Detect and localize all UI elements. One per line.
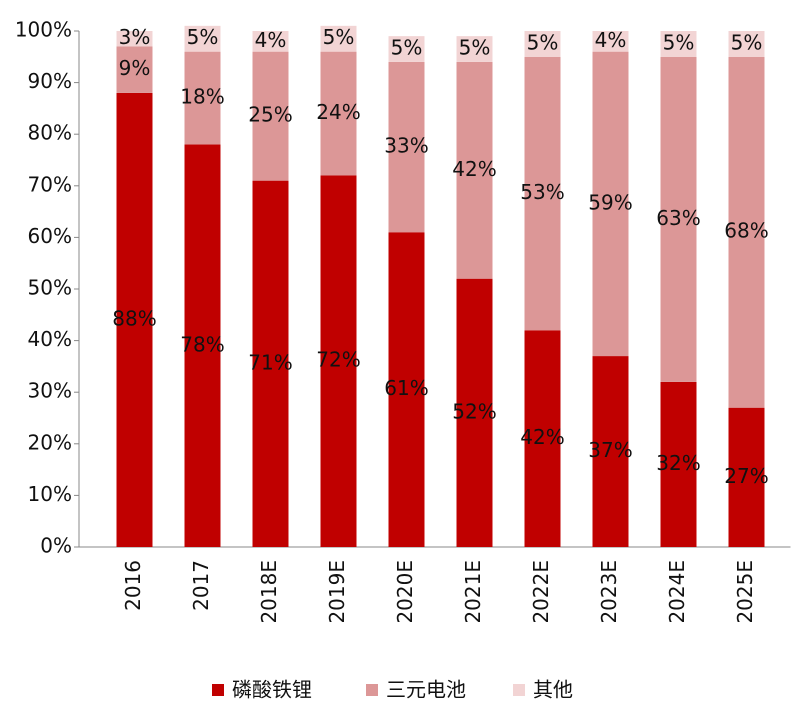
bar-segment xyxy=(660,31,697,57)
value-label: 3% xyxy=(119,25,151,49)
value-label: 72% xyxy=(316,348,360,372)
value-label: 5% xyxy=(731,30,763,54)
bar-segment xyxy=(184,144,221,547)
y-tick-label: 40% xyxy=(28,327,72,351)
value-label: 32% xyxy=(656,451,700,475)
x-tick-label: 2023E xyxy=(597,560,621,624)
value-label: 42% xyxy=(520,425,564,449)
value-label: 52% xyxy=(452,399,496,423)
bar-segment xyxy=(388,232,425,548)
bar-segment xyxy=(184,51,221,145)
y-tick-label: 30% xyxy=(28,379,72,403)
value-label: 27% xyxy=(724,464,768,488)
value-label: 5% xyxy=(323,25,355,49)
bar-segment xyxy=(524,56,561,331)
bar-segment xyxy=(456,61,493,279)
value-label: 33% xyxy=(384,134,428,158)
value-label: 5% xyxy=(391,36,423,60)
bar-segment xyxy=(252,51,289,181)
bar-segment xyxy=(116,46,153,93)
legend-label: 磷酸铁锂 xyxy=(232,678,312,702)
bar-segment xyxy=(660,56,697,382)
bar-segment xyxy=(728,31,765,57)
value-label: 61% xyxy=(384,376,428,400)
value-label: 4% xyxy=(595,28,627,52)
y-tick-label: 80% xyxy=(28,121,72,145)
bar-segment xyxy=(592,31,629,52)
value-label: 37% xyxy=(588,438,632,462)
value-label: 9% xyxy=(119,56,151,80)
y-tick-label: 10% xyxy=(28,482,72,506)
bar-segment xyxy=(388,61,425,233)
value-label: 18% xyxy=(180,85,224,109)
x-tick-label: 2025E xyxy=(733,560,757,624)
y-tick-label: 70% xyxy=(28,172,72,196)
legend-label: 其他 xyxy=(533,678,573,702)
bar-segment xyxy=(456,36,493,62)
bar-segment xyxy=(388,36,425,62)
bar-segment xyxy=(116,92,153,548)
value-label: 5% xyxy=(187,25,219,49)
value-label: 5% xyxy=(527,30,559,54)
x-tick-label: 2017 xyxy=(189,560,213,611)
bar-segment xyxy=(524,31,561,57)
bar-segment xyxy=(184,25,221,52)
bar-segment xyxy=(320,175,357,548)
value-label: 42% xyxy=(452,157,496,181)
bar-segment xyxy=(728,407,765,547)
y-tick-label: 0% xyxy=(40,534,72,558)
value-label: 59% xyxy=(588,190,632,214)
bar-segment xyxy=(592,356,629,547)
value-label: 71% xyxy=(248,350,292,374)
value-label: 25% xyxy=(248,103,292,127)
x-tick-label: 2016 xyxy=(121,560,145,611)
value-label: 68% xyxy=(724,219,768,243)
value-label: 63% xyxy=(656,206,700,230)
x-tick-label: 2021E xyxy=(461,560,485,624)
bar-segment xyxy=(116,31,153,47)
x-tick-label: 2020E xyxy=(393,560,417,624)
bar-segment xyxy=(524,330,561,547)
legend-swatch xyxy=(366,684,378,696)
value-label: 4% xyxy=(255,28,287,52)
bar-segment xyxy=(252,31,289,52)
bar-segment xyxy=(252,180,289,547)
legend-swatch xyxy=(212,684,224,696)
y-tick-label: 90% xyxy=(28,69,72,93)
value-label: 78% xyxy=(180,332,224,356)
bar-segment xyxy=(320,51,357,176)
x-tick-label: 2024E xyxy=(665,560,689,624)
x-tick-label: 2022E xyxy=(529,560,553,624)
x-tick-label: 2019E xyxy=(325,560,349,624)
bar-segment xyxy=(728,56,765,408)
y-tick-label: 100% xyxy=(15,18,72,42)
bar-segment xyxy=(660,381,697,547)
value-label: 88% xyxy=(112,306,156,330)
bar-segment xyxy=(592,51,629,357)
value-label: 53% xyxy=(520,180,564,204)
y-tick-label: 50% xyxy=(28,276,72,300)
legend-label: 三元电池 xyxy=(386,678,466,702)
value-label: 24% xyxy=(316,100,360,124)
bar-segment xyxy=(456,278,493,547)
y-tick-label: 20% xyxy=(28,430,72,454)
y-tick-label: 60% xyxy=(28,224,72,248)
bar-segment xyxy=(320,25,357,52)
value-label: 5% xyxy=(459,36,491,60)
x-tick-label: 2018E xyxy=(257,560,281,624)
value-label: 5% xyxy=(663,30,695,54)
legend-swatch xyxy=(513,684,525,696)
